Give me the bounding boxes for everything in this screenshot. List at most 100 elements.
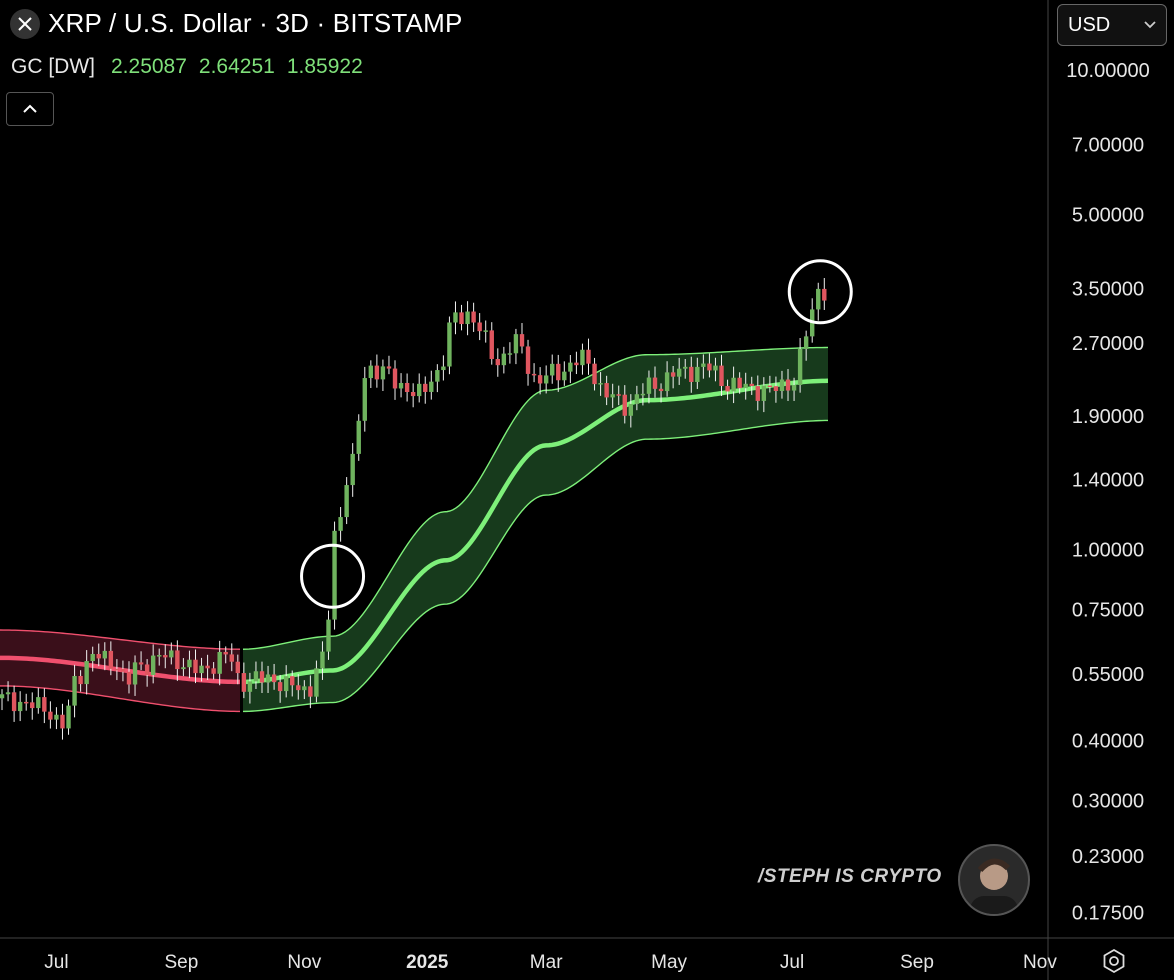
y-tick-label: 3.50000 — [1072, 279, 1144, 301]
candle-body — [707, 363, 712, 371]
candle-body — [562, 371, 567, 381]
candle-body — [277, 682, 283, 692]
candle-body — [338, 517, 343, 531]
x-tick-label: Sep — [164, 952, 198, 973]
candle-body — [477, 322, 482, 332]
candle-body — [634, 394, 640, 404]
candle-body — [598, 383, 603, 385]
candle-body — [719, 365, 724, 387]
candle-body — [586, 349, 591, 364]
candle-body — [11, 692, 17, 712]
candle-body — [610, 394, 615, 398]
chart-header: XRP / U.S. Dollar · 3D · BITSTAMP — [10, 8, 463, 39]
candle-body — [761, 385, 767, 401]
candle-body — [157, 655, 162, 657]
candle-body — [380, 366, 386, 380]
candle-body — [568, 362, 573, 372]
candle-body — [150, 655, 156, 676]
candle-body — [96, 653, 101, 659]
candle-body — [658, 388, 664, 392]
candle-body — [423, 383, 428, 392]
candle-body — [362, 378, 367, 421]
candle-body — [743, 383, 748, 389]
candle-body — [513, 334, 519, 354]
candle-body — [36, 697, 41, 709]
candle-body — [181, 667, 186, 670]
candle-body — [5, 692, 11, 695]
candle-body — [205, 665, 210, 669]
candle-body — [695, 366, 700, 382]
candle-body — [483, 330, 488, 332]
candle-body — [247, 681, 253, 692]
candle-body — [664, 372, 670, 392]
candle-body — [755, 386, 760, 401]
candle-body — [217, 651, 222, 674]
collapse-legend-button[interactable] — [6, 92, 54, 126]
candle-body — [193, 659, 198, 674]
y-tick-label: 1.00000 — [1072, 540, 1144, 562]
candle-body — [48, 711, 53, 720]
candle-body — [283, 676, 289, 692]
candle-body — [459, 312, 464, 325]
chevron-down-icon — [1144, 21, 1156, 29]
gc-band-green-lower-line — [242, 419, 829, 713]
candle-body — [314, 668, 319, 697]
candle-body — [531, 373, 537, 376]
candle-body — [628, 403, 634, 416]
highlight-circle — [787, 259, 853, 325]
candle-body — [332, 530, 337, 620]
y-tick-label: 2.70000 — [1072, 333, 1144, 355]
candle-body — [507, 353, 513, 355]
gc-band-green-upper-line — [242, 346, 829, 650]
candle-body — [17, 701, 23, 712]
y-tick-label: 0.55000 — [1072, 664, 1144, 686]
candle-body — [737, 377, 742, 389]
candle-body — [447, 322, 452, 367]
candle-body — [519, 334, 525, 347]
currency-value: USD — [1068, 13, 1111, 36]
highlight-circle — [300, 543, 366, 609]
indicator-value-upper: 2.64251 — [198, 55, 275, 78]
candle-body — [622, 394, 627, 416]
y-tick-label: 0.40000 — [1072, 731, 1144, 753]
y-tick-label: 10.00000 — [1066, 60, 1149, 82]
x-tick-label: Mar — [530, 952, 563, 973]
y-tick-label: 1.90000 — [1072, 406, 1144, 428]
gc-band-green-mid-line — [242, 378, 829, 685]
candle-body — [441, 366, 446, 371]
candle-body — [791, 385, 797, 391]
candle-body — [525, 346, 531, 374]
candle-body — [652, 377, 658, 389]
candle-body — [410, 392, 416, 397]
candle-body — [163, 655, 168, 658]
candle-body — [797, 348, 803, 386]
gc-band-green-fill — [243, 347, 828, 712]
currency-select[interactable]: USD — [1057, 4, 1167, 46]
close-button[interactable] — [10, 8, 40, 39]
gear-icon — [1103, 948, 1125, 974]
candle-body — [803, 336, 809, 349]
candle-body — [822, 288, 827, 301]
candle-body — [114, 668, 120, 671]
settings-button[interactable] — [1099, 946, 1129, 976]
candle-body — [175, 650, 180, 670]
candle-body — [78, 676, 83, 685]
candle-body — [368, 365, 374, 379]
watermark: /STEPH IS CRYPTO — [758, 866, 942, 887]
y-tick-label: 0.17500 — [1072, 903, 1144, 925]
candle-body — [435, 370, 440, 382]
candle-body — [308, 686, 313, 697]
candle-body — [537, 375, 543, 384]
candle-body — [350, 453, 355, 486]
candle-body — [550, 363, 555, 376]
candle-body — [404, 382, 410, 393]
candle-body — [773, 386, 779, 392]
gc-band-red-lower-line — [0, 685, 241, 713]
candle-body — [701, 363, 706, 367]
gc-band-red-mid-line — [0, 655, 241, 685]
candle-body — [320, 651, 325, 669]
candle-body — [120, 668, 126, 672]
candle-body — [465, 311, 470, 325]
candle-body — [574, 362, 579, 366]
